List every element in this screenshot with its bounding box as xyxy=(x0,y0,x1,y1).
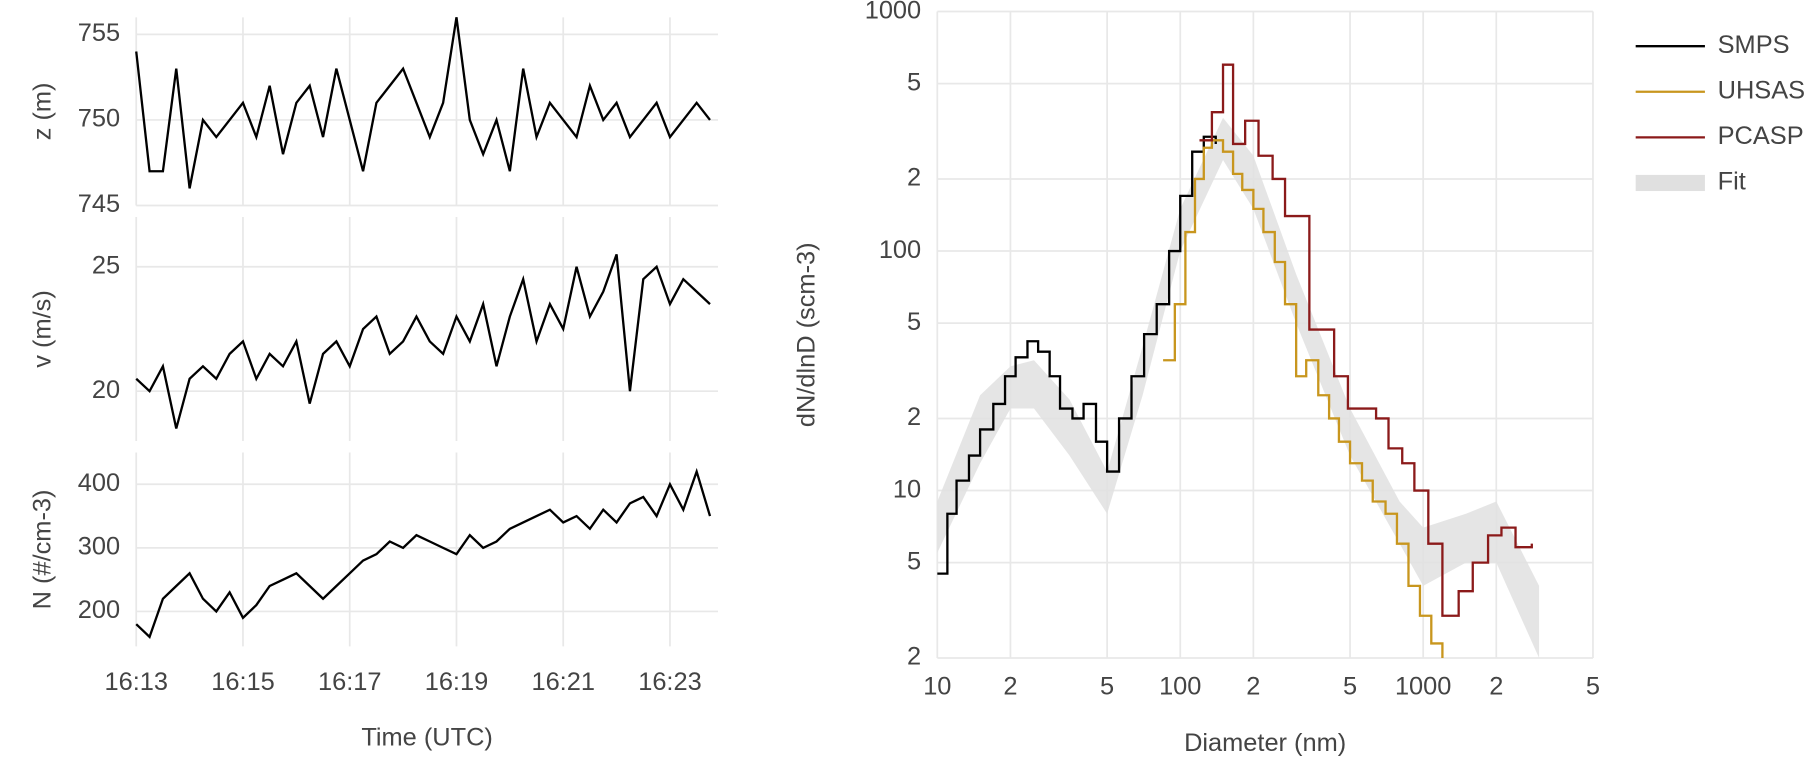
x-tick-label: 1000 xyxy=(1395,673,1451,701)
x-tick-label: 2 xyxy=(1489,673,1503,701)
legend-label: UHSAS xyxy=(1718,76,1805,104)
chart-panel: 745 750 755 z (m) xyxy=(29,17,719,218)
y-tick-label: 300 xyxy=(78,533,120,561)
step-line xyxy=(1163,139,1444,658)
y-tick-label: 25 xyxy=(92,251,120,279)
y-axis-label: v (m/s) xyxy=(29,290,57,368)
x-tick-label: 5 xyxy=(1100,673,1114,701)
x-axis-label: Diameter (nm) xyxy=(1184,729,1346,757)
x-tick-label: 16:21 xyxy=(531,668,595,696)
x-tick-label: 5 xyxy=(1343,673,1357,701)
y-tick-label: 2 xyxy=(907,643,921,671)
y-tick-label: 750 xyxy=(78,105,120,133)
y-tick-label: 755 xyxy=(78,19,120,47)
x-tick-label: 16:23 xyxy=(638,668,701,696)
x-tick-label: 16:17 xyxy=(318,668,382,696)
legend-swatch xyxy=(1635,174,1705,192)
y-axis-label: z (m) xyxy=(29,83,57,141)
x-tick-label: 10 xyxy=(923,673,951,701)
y-tick-label: 10 xyxy=(893,475,921,503)
y-tick-label: 5 xyxy=(907,547,921,575)
y-tick-label: 2 xyxy=(907,403,921,431)
x-axis-label: Time (UTC) xyxy=(361,723,493,751)
y-tick-label: 5 xyxy=(907,308,921,336)
y-axis-label: dN/dlnD (scm-3) xyxy=(793,242,821,427)
step-line xyxy=(937,135,1217,575)
x-tick-label: 16:13 xyxy=(104,668,167,696)
x-tick-label: 16:15 xyxy=(211,668,274,696)
y-tick-label: 2 xyxy=(907,164,921,192)
legend-label: SMPS xyxy=(1718,31,1790,59)
x-tick-label: 5 xyxy=(1586,673,1600,701)
y-tick-label: 5 xyxy=(907,68,921,96)
data-line xyxy=(135,253,711,429)
y-tick-label: 200 xyxy=(78,596,120,624)
x-tick-label: 2 xyxy=(1003,673,1017,701)
legend-label: Fit xyxy=(1718,168,1746,196)
y-tick-label: 100 xyxy=(879,236,921,264)
y-tick-label: 745 xyxy=(78,190,120,218)
y-axis-label: N (#/cm-3) xyxy=(29,490,57,610)
legend-label: PCASP xyxy=(1718,122,1804,150)
data-line xyxy=(135,17,711,189)
x-tick-label: 100 xyxy=(1159,673,1201,701)
x-tick-label: 2 xyxy=(1246,673,1260,701)
y-tick-label: 1000 xyxy=(865,0,921,24)
y-tick-label: 400 xyxy=(78,469,120,497)
chart-panel: 16:13 16:15 16:17 16:19 16:21 16:23 200 300 400 N… xyxy=(29,452,719,751)
chart-panel: 20 25 v (m/s) xyxy=(29,217,719,441)
step-line xyxy=(1199,63,1533,617)
x-tick-label: 16:19 xyxy=(425,668,489,696)
data-line xyxy=(135,467,712,639)
y-tick-label: 20 xyxy=(92,376,120,404)
fit-band xyxy=(937,117,1540,658)
